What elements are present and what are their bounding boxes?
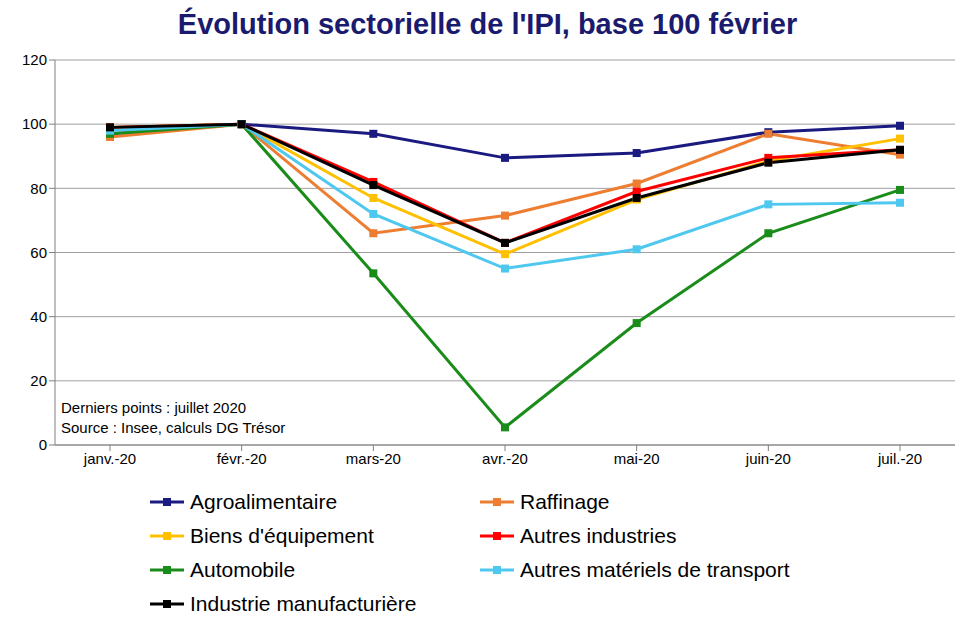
svg-text:100: 100 [22, 115, 47, 132]
svg-text:févr.-20: févr.-20 [217, 450, 267, 467]
svg-text:juin-20: juin-20 [745, 450, 791, 467]
html-text:Évolution sectorielle de l'IPI: Évolution sectorielle de l'IPI, base 100… [177, 8, 798, 40]
html-text:Biens d'équipement: Biens d'équipement [190, 524, 374, 547]
html-text:Industrie manufacturière: Industrie manufacturière [190, 592, 417, 615]
svg-text:60: 60 [30, 244, 47, 261]
svg-text:0: 0 [39, 436, 47, 453]
html-text:Agroalimentaire: Agroalimentaire [190, 490, 338, 513]
svg-text:janv.-20: janv.-20 [83, 450, 136, 467]
html-text:Autres matériels de transport: Autres matériels de transport [520, 558, 790, 581]
html-text:Derniers points : juillet 2020: Derniers points : juillet 2020 [61, 399, 247, 416]
svg-text:80: 80 [30, 180, 47, 197]
html-text:Raffinage: Raffinage [520, 490, 610, 513]
html-text:Source : Insee, calculs DG Tré: Source : Insee, calculs DG Trésor [61, 419, 286, 436]
svg-text:mai-20: mai-20 [614, 450, 660, 467]
svg-text:20: 20 [30, 372, 47, 389]
svg-text:40: 40 [30, 308, 47, 325]
html-text:Autres industries: Autres industries [520, 524, 677, 547]
svg-text:avr.-20: avr.-20 [482, 450, 528, 467]
svg-text:mars-20: mars-20 [346, 450, 401, 467]
html-text:Automobile: Automobile [190, 558, 296, 581]
svg-text:juil.-20: juil.-20 [877, 450, 922, 467]
svg-text:120: 120 [22, 51, 47, 68]
